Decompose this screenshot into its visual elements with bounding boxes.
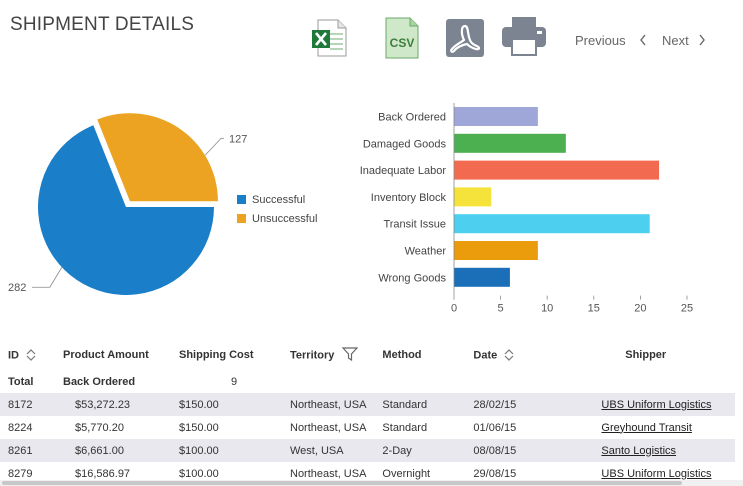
- column-header-shipping-cost[interactable]: Shipping Cost: [171, 340, 282, 370]
- category-label: Damaged Goods: [363, 138, 447, 150]
- column-header-product-amount[interactable]: Product Amount: [45, 340, 171, 370]
- shipper-link[interactable]: Greyhound Transit: [601, 421, 692, 434]
- cell-method: Standard: [374, 393, 466, 416]
- cell-date: 29/08/15: [473, 467, 517, 480]
- leader-line-successful: [32, 267, 63, 288]
- column-header-shipper[interactable]: Shipper: [556, 340, 735, 370]
- x-tick-label: 5: [498, 303, 504, 315]
- bar-chart: Back Ordered Damaged Goods Inadequate Labo…: [360, 103, 693, 315]
- table-header-row: ID Product Amount Shipping Cost Territor…: [0, 340, 735, 370]
- cell-id: 8261: [0, 439, 45, 462]
- cell-id: 8279: [8, 467, 33, 480]
- scrollbar-thumb[interactable]: [2, 481, 682, 485]
- pie-slice-unsuccessful[interactable]: [97, 113, 218, 202]
- column-header-territory[interactable]: Territory: [282, 340, 375, 370]
- data-label-successful: 282: [8, 282, 26, 294]
- cell-method: Overnight: [382, 467, 431, 480]
- cell-territory: Northeast, USA: [290, 467, 367, 480]
- cell-cost: $150.00: [179, 421, 219, 434]
- cell-date: 08/08/15: [465, 439, 557, 462]
- cell-cost: $150.00: [171, 393, 282, 416]
- cell-territory: West, USA: [282, 439, 375, 462]
- cell-id: 8172: [0, 393, 45, 416]
- category-label: Back Ordered: [378, 112, 446, 124]
- cell-cost: $100.00: [179, 467, 219, 480]
- x-tick-label: 25: [681, 303, 693, 315]
- cell-date: 28/02/15: [465, 393, 557, 416]
- table-row[interactable]: 8261 $6,661.00 $100.00 West, USA 2-Day 0…: [0, 439, 735, 462]
- cell-amount: $6,661.00: [45, 439, 171, 462]
- cell-amount: $16,586.97: [75, 467, 131, 480]
- legend-swatch-successful: [237, 195, 246, 204]
- sort-icon[interactable]: [25, 348, 37, 363]
- cell-method: Standard: [382, 421, 428, 434]
- horizontal-scrollbar[interactable]: [0, 480, 743, 486]
- category-label: Transit Issue: [383, 219, 446, 231]
- column-header-id[interactable]: ID: [0, 340, 45, 370]
- csv-label: CSV: [390, 36, 415, 50]
- bar[interactable]: [454, 241, 538, 260]
- table-row[interactable]: 8279 $16,586.97 $100.00 Northeast, USA O…: [0, 462, 735, 485]
- x-tick-label: 10: [541, 303, 553, 315]
- bar[interactable]: [454, 133, 566, 153]
- bar[interactable]: [454, 160, 660, 180]
- page-title: SHIPMENT DETAILS: [10, 14, 195, 35]
- cell-amount: $53,272.23: [45, 393, 171, 416]
- category-label: Inventory Block: [371, 192, 447, 204]
- legend-label-successful: Successful: [252, 194, 306, 206]
- cell-id: 8224: [8, 421, 33, 434]
- x-tick-label: 15: [588, 303, 600, 315]
- shipper-link[interactable]: Santo Logistics: [601, 444, 677, 457]
- total-group: Back Ordered: [63, 375, 136, 388]
- x-tick-label: 0: [451, 303, 457, 315]
- bar[interactable]: [454, 214, 650, 234]
- x-tick-label: 20: [634, 303, 646, 315]
- next-button[interactable]: Next: [662, 33, 689, 48]
- pdf-export-icon[interactable]: [445, 18, 485, 58]
- total-count: 9: [231, 375, 238, 388]
- filter-icon[interactable]: [342, 346, 359, 364]
- bar[interactable]: [454, 187, 492, 207]
- category-label: Weather: [405, 246, 447, 258]
- cell-territory: Northeast, USA: [282, 393, 375, 416]
- shipper-link[interactable]: UBS Uniform Logistics: [601, 467, 712, 480]
- legend-label-unsuccessful: Unsuccessful: [252, 213, 318, 225]
- legend-swatch-unsuccessful: [237, 214, 246, 223]
- shipment-table: ID Product Amount Shipping Cost Territor…: [0, 340, 735, 485]
- category-label: Wrong Goods: [378, 272, 446, 284]
- cell-amount: $5,770.20: [75, 421, 124, 434]
- previous-button[interactable]: Previous: [575, 33, 626, 48]
- sort-icon[interactable]: [503, 348, 515, 363]
- legend-successful: Successful: [237, 194, 305, 206]
- table-row[interactable]: 8224 $5,770.20 $150.00 Northeast, USA St…: [0, 416, 735, 439]
- chevron-right-icon[interactable]: [697, 33, 707, 50]
- column-header-method[interactable]: Method: [374, 340, 466, 370]
- chevron-left-icon[interactable]: [638, 33, 648, 50]
- column-header-date[interactable]: Date: [465, 340, 557, 370]
- leader-line-unsuccessful: [204, 137, 224, 156]
- cell-cost: $100.00: [171, 439, 282, 462]
- pie-slice-successful[interactable]: [38, 125, 215, 295]
- shipper-link[interactable]: UBS Uniform Logistics: [601, 398, 712, 411]
- cell-date: 01/06/15: [473, 421, 517, 434]
- table-row[interactable]: 8172 $53,272.23 $150.00 Northeast, USA S…: [0, 393, 735, 416]
- cell-territory: Northeast, USA: [290, 421, 367, 434]
- cell-method: 2-Day: [374, 439, 466, 462]
- group-total-row: Total Back Ordered 9: [0, 370, 735, 393]
- bar[interactable]: [454, 107, 538, 126]
- category-label: Inadequate Labor: [360, 165, 447, 177]
- pie-chart: 127 282: [8, 113, 247, 295]
- legend-unsuccessful: Unsuccessful: [237, 213, 317, 225]
- bar[interactable]: [454, 267, 510, 287]
- total-label: Total: [8, 375, 34, 388]
- csv-export-icon[interactable]: CSV: [384, 16, 420, 60]
- data-label-unsuccessful: 127: [229, 133, 247, 145]
- excel-export-icon[interactable]: [310, 18, 350, 58]
- printer-icon[interactable]: [500, 15, 548, 57]
